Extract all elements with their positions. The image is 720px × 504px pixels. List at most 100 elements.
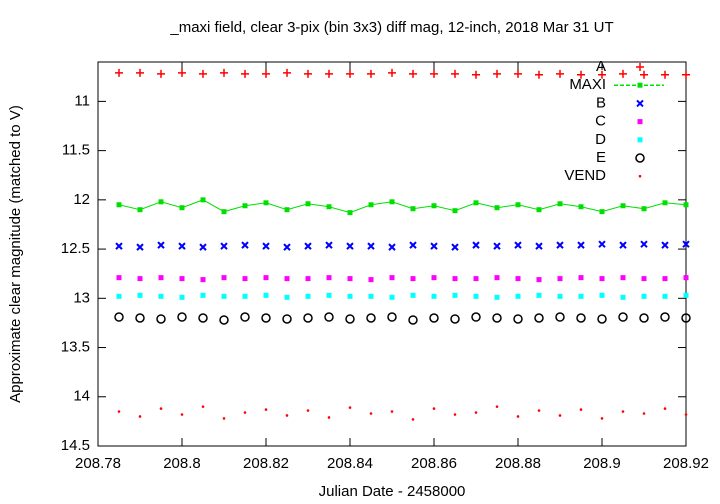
point [535, 242, 543, 250]
point [431, 203, 437, 209]
point [536, 292, 542, 298]
legend-marker [635, 153, 645, 163]
point [219, 315, 229, 325]
x-tick-label: 208.84 [327, 455, 373, 472]
point [179, 276, 185, 282]
point [346, 69, 354, 78]
x-tick-label: 208.82 [243, 455, 289, 472]
point [220, 242, 228, 250]
x-tick-label: 208.8 [163, 455, 201, 472]
point [662, 200, 668, 206]
point [410, 276, 416, 282]
point [597, 314, 607, 324]
point [621, 410, 625, 413]
point [618, 312, 628, 322]
point [156, 314, 166, 324]
point [200, 197, 206, 203]
point [304, 242, 312, 250]
legend-label: D [595, 131, 606, 148]
point [619, 69, 627, 78]
point [409, 69, 417, 78]
point [431, 275, 437, 281]
point [662, 276, 668, 282]
point [116, 293, 122, 299]
point [348, 406, 352, 409]
point [493, 242, 501, 250]
point [158, 293, 164, 299]
point [179, 205, 185, 211]
point [620, 275, 626, 281]
point [221, 275, 227, 281]
point [325, 241, 333, 249]
point [369, 412, 373, 415]
point [389, 199, 395, 205]
point [201, 405, 205, 408]
point [537, 409, 541, 412]
point [285, 414, 289, 417]
point [557, 201, 563, 207]
x-tick-label: 208.92 [663, 455, 709, 472]
point [451, 243, 459, 251]
point [158, 275, 164, 281]
point [326, 275, 332, 281]
point [515, 293, 521, 299]
point [346, 242, 354, 250]
point [389, 294, 395, 300]
point [599, 276, 605, 282]
point [263, 275, 269, 281]
point [263, 292, 269, 298]
point [641, 276, 647, 282]
plot-frame [97, 61, 687, 447]
point [241, 241, 249, 249]
point [241, 69, 249, 78]
point [662, 293, 668, 299]
point [264, 408, 268, 411]
point [136, 68, 144, 77]
x-tick-label: 208.88 [495, 455, 541, 472]
point [157, 241, 165, 249]
x-tick-label: 208.78 [75, 455, 121, 472]
point [114, 312, 124, 322]
legend-marker [638, 174, 642, 178]
point [263, 200, 269, 206]
point [136, 243, 144, 251]
point [555, 312, 565, 322]
point [473, 276, 479, 282]
point [558, 414, 562, 417]
point [577, 241, 585, 249]
point [366, 313, 376, 323]
point [284, 294, 290, 300]
x-axis-label: Julian Date - 2458000 [319, 483, 466, 500]
point [516, 415, 520, 418]
point [303, 313, 313, 323]
point [115, 242, 123, 250]
point [242, 203, 248, 209]
point [240, 312, 250, 322]
legend-marker [636, 63, 644, 71]
point [306, 409, 310, 412]
point [304, 69, 312, 78]
point [619, 241, 627, 249]
y-tick-label: 11 [74, 92, 90, 109]
point [494, 294, 500, 300]
point [556, 241, 564, 249]
point [199, 69, 207, 78]
point [409, 241, 417, 249]
point [262, 242, 270, 250]
point [261, 313, 271, 323]
y-tick-label: 13.5 [61, 339, 90, 356]
y-axis-label: Approximate clear magnitude (matched to … [7, 105, 24, 403]
point [137, 276, 143, 282]
point [514, 241, 522, 249]
point [683, 292, 689, 298]
point [327, 416, 331, 419]
point [284, 207, 290, 213]
point [262, 69, 270, 78]
x-tick-label: 208.86 [411, 455, 457, 472]
point [557, 276, 563, 282]
point [513, 314, 523, 324]
point [473, 293, 479, 299]
point [661, 241, 669, 249]
point [536, 207, 542, 213]
y-tick-label: 13 [73, 289, 90, 306]
